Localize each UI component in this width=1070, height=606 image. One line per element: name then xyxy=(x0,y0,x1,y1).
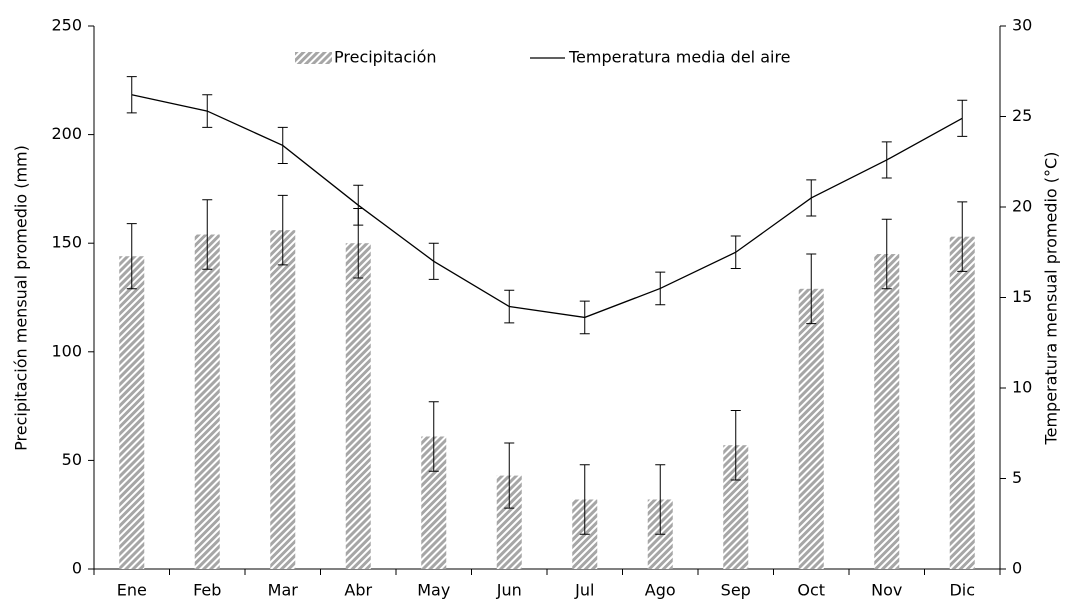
x-tick-label: Ago xyxy=(645,581,676,600)
y-tick-label: 100 xyxy=(51,341,82,360)
y-axis-label: Precipitación mensual promedio (mm) xyxy=(12,145,31,451)
x-tick-label: Nov xyxy=(871,581,902,600)
x-tick-label: Mar xyxy=(268,581,299,600)
error-bar xyxy=(806,179,817,217)
x-tick-label: Jun xyxy=(496,581,522,600)
error-bar xyxy=(730,409,741,481)
error-bar xyxy=(504,289,515,324)
x-tick-label: Dic xyxy=(949,581,975,600)
error-bar xyxy=(579,300,590,335)
legend-label: Temperatura media del aire xyxy=(568,48,791,67)
error-bar xyxy=(277,194,288,266)
error-bar xyxy=(655,271,666,306)
bar xyxy=(345,243,371,569)
error-bar xyxy=(504,442,515,509)
y2-tick-label: 25 xyxy=(1012,106,1032,125)
legend-swatch xyxy=(295,52,332,64)
y2-axis-label: Temperatura mensual promedio (°C) xyxy=(1042,152,1061,446)
x-tick-label: Jul xyxy=(574,581,594,600)
error-bar xyxy=(428,401,439,472)
bar xyxy=(874,254,900,569)
error-bar xyxy=(957,201,968,272)
y-tick-label: 150 xyxy=(51,233,82,252)
error-bar xyxy=(730,235,741,270)
x-tick-label: Feb xyxy=(193,581,221,600)
x-tick-label: Oct xyxy=(797,581,825,600)
error-bar xyxy=(428,242,439,280)
error-bar xyxy=(881,141,892,179)
error-bar xyxy=(579,464,590,535)
y2-tick-label: 0 xyxy=(1012,559,1022,578)
error-bar xyxy=(353,184,364,226)
bar xyxy=(949,236,975,569)
legend-label: Precipitación xyxy=(334,48,437,67)
y-tick-label: 200 xyxy=(51,124,82,143)
error-bar xyxy=(655,464,666,535)
error-bar xyxy=(202,94,213,128)
error-bar xyxy=(202,199,213,270)
y2-tick-label: 10 xyxy=(1012,378,1032,397)
x-tick-label: Ene xyxy=(117,581,147,600)
error-bar xyxy=(126,223,137,290)
bar xyxy=(798,288,824,569)
line xyxy=(131,94,963,319)
y2-tick-label: 30 xyxy=(1012,16,1032,35)
x-tick-label: Abr xyxy=(344,581,372,600)
bar xyxy=(119,256,145,569)
y-tick-label: 250 xyxy=(51,16,82,35)
error-bar xyxy=(881,218,892,290)
y2-tick-label: 5 xyxy=(1012,468,1022,487)
y-tick-label: 0 xyxy=(72,559,82,578)
error-bar xyxy=(277,126,288,165)
y2-tick-label: 15 xyxy=(1012,287,1032,306)
error-bar xyxy=(806,253,817,325)
bar xyxy=(270,230,296,569)
x-tick-label: Sep xyxy=(721,581,751,600)
y-tick-label: 50 xyxy=(62,450,82,469)
x-tick-label: May xyxy=(417,581,450,600)
bar xyxy=(194,234,220,569)
error-bar xyxy=(957,99,968,137)
y2-tick-label: 20 xyxy=(1012,197,1032,216)
error-bar xyxy=(126,76,137,114)
